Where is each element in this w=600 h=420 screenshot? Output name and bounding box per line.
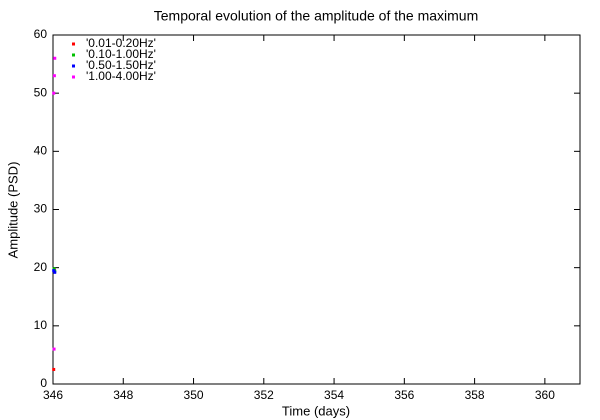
x-tick-label: 348 <box>113 388 133 402</box>
legend-symbol <box>72 42 75 46</box>
x-tick-label: 350 <box>184 388 204 402</box>
legend-label: '1.00-4.00Hz' <box>86 69 156 83</box>
y-tick-label: 20 <box>34 260 48 274</box>
y-tick-label: 50 <box>34 85 48 99</box>
point <box>53 270 57 274</box>
y-tick-label: 10 <box>34 318 48 332</box>
plot-frame <box>52 34 581 385</box>
chart-title: Temporal evolution of the amplitude of t… <box>154 8 479 24</box>
x-axis-label: Time (days) <box>282 403 350 418</box>
legend-label: '0.10-1.00Hz' <box>86 47 156 61</box>
point <box>52 91 56 95</box>
point <box>52 367 56 371</box>
legend-symbol <box>72 64 75 68</box>
legend-label: '0.50-1.50Hz' <box>86 58 156 72</box>
y-axis-label: Amplitude (PSD) <box>5 162 20 259</box>
y-tick-label: 0 <box>40 376 47 390</box>
legend-symbol <box>72 53 75 57</box>
point <box>52 267 56 271</box>
point <box>52 269 56 273</box>
x-tick-label: 360 <box>535 388 555 402</box>
point <box>52 74 56 78</box>
x-tick-label: 354 <box>324 388 344 402</box>
legend-label: '0.01-0.20Hz' <box>86 36 156 50</box>
y-tick-label: 40 <box>34 144 48 158</box>
y-tick-label: 30 <box>34 202 48 216</box>
x-tick-label: 352 <box>254 388 274 402</box>
x-tick-label: 346 <box>43 388 63 402</box>
legend-symbol <box>72 75 75 79</box>
point <box>52 347 56 351</box>
point <box>53 56 57 60</box>
x-tick-label: 356 <box>394 388 414 402</box>
y-tick-label: 60 <box>34 27 48 41</box>
x-tick-label: 358 <box>465 388 485 402</box>
